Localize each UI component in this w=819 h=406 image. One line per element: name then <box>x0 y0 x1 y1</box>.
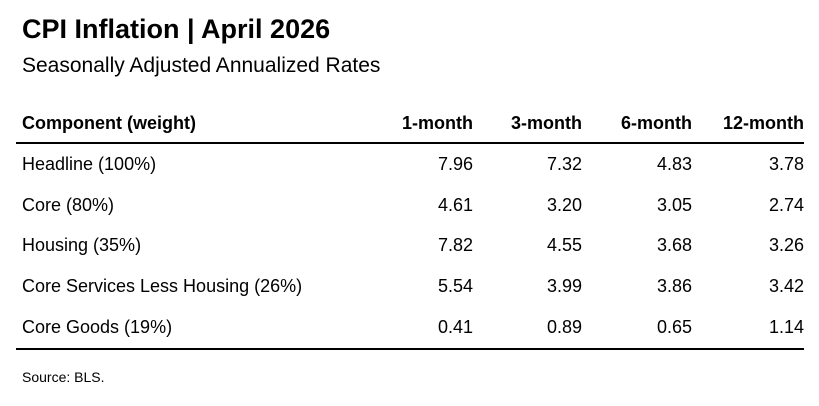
cpi-table: Component (weight) 1-month 3-month 6-mon… <box>16 104 804 350</box>
table-row: Housing (35%) 7.82 4.55 3.68 3.26 <box>16 226 804 267</box>
chart-subtitle: Seasonally Adjusted Annualized Rates <box>22 54 381 77</box>
cell-value: 5.54 <box>437 276 473 297</box>
cell-value: 0.89 <box>473 307 582 350</box>
cell-value: 4.55 <box>546 235 582 256</box>
cell-value: 3.26 <box>768 235 804 256</box>
column-header-3-month: 3-month <box>473 104 582 144</box>
table-row: Core (80%) 4.61 3.20 3.05 2.74 <box>16 185 804 226</box>
row-label: Core Goods (19%) <box>16 307 364 350</box>
column-header-12-month: 12-month <box>692 104 804 144</box>
cell-value: 1.14 <box>692 307 804 350</box>
column-header-component: Component (weight) <box>16 104 364 144</box>
row-label: Headline (100%) <box>22 153 157 174</box>
cell-value: 7.96 <box>437 153 473 174</box>
cell-value: 0.65 <box>582 307 692 350</box>
cell-value: 4.61 <box>437 194 473 215</box>
cell-value: 3.86 <box>656 276 692 297</box>
cell-value: 2.74 <box>768 194 804 215</box>
cell-value: 4.83 <box>656 153 692 174</box>
cell-value: 7.32 <box>546 153 582 174</box>
cell-value: 3.20 <box>546 194 582 215</box>
table-row: Headline (100%) 7.96 7.32 4.83 3.78 <box>16 143 804 185</box>
column-header-1-month: 1-month <box>364 104 473 144</box>
chart-title: CPI Inflation | April 2026 <box>22 14 331 44</box>
table-row: Core Services Less Housing (26%) 5.54 3.… <box>16 266 804 307</box>
row-label: Core (80%) <box>22 194 115 215</box>
column-header-6-month: 6-month <box>582 104 692 144</box>
cell-value: 0.41 <box>364 307 473 350</box>
source-note: Source: BLS. <box>22 369 105 385</box>
cell-value: 3.78 <box>768 153 804 174</box>
row-label: Housing (35%) <box>22 235 142 256</box>
cell-value: 3.68 <box>656 235 692 256</box>
cell-value: 3.99 <box>546 276 582 297</box>
row-label: Core Services Less Housing (26%) <box>22 276 303 297</box>
cell-value: 3.42 <box>768 276 804 297</box>
table-row: Core Goods (19%) 0.41 0.89 0.65 1.14 <box>16 307 804 350</box>
cell-value: 7.82 <box>437 235 473 256</box>
header-row: Component (weight) 1-month 3-month 6-mon… <box>16 104 804 144</box>
cell-value: 3.05 <box>656 194 692 215</box>
